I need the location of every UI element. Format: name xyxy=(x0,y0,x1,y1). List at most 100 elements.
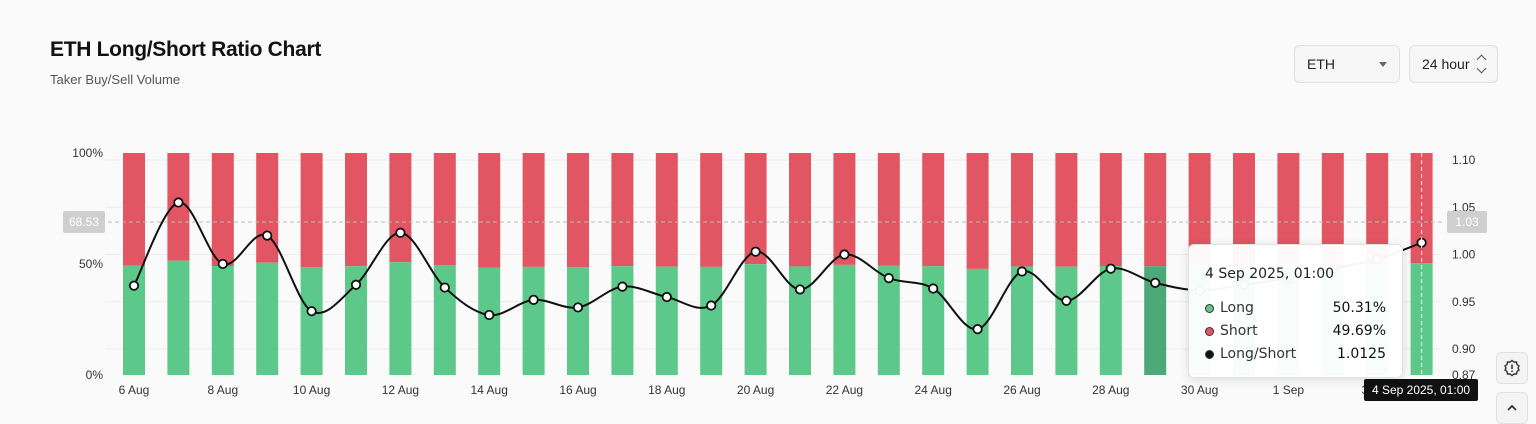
long-bar xyxy=(1011,266,1033,375)
short-bar xyxy=(1277,153,1300,265)
ratio-point xyxy=(439,282,450,293)
x-axis-tick-label: 1 Sep xyxy=(1273,383,1305,397)
chevron-up-icon xyxy=(1507,404,1517,411)
short-bar xyxy=(655,153,678,267)
ratio-point xyxy=(1016,266,1028,277)
tooltip-label: Long/Short xyxy=(1220,346,1297,362)
page-subtitle: Taker Buy/Sell Volume xyxy=(50,72,181,87)
short-bar xyxy=(1188,153,1211,266)
ratio-point xyxy=(484,309,495,321)
tooltip-value: 49.69% xyxy=(1332,323,1386,339)
x-axis-tick-label: 14 Aug xyxy=(471,383,508,397)
x-axis-tick-label: 26 Aug xyxy=(1003,383,1040,397)
ratio-point xyxy=(395,227,406,238)
short-bar xyxy=(922,153,945,267)
tooltip-row-long: Long 50.31% xyxy=(1205,298,1386,318)
long-bar xyxy=(478,267,501,375)
ratio-point xyxy=(972,324,983,335)
short-bar xyxy=(1055,153,1078,267)
crosshair-right-label-bg xyxy=(1447,211,1487,233)
tooltip-date: 4 Sep 2025, 01:00 xyxy=(1205,266,1335,282)
tooltip-label: Long xyxy=(1220,300,1254,316)
short-bar xyxy=(123,153,145,266)
asset-select[interactable]: ETH xyxy=(1294,45,1400,83)
ratio-point xyxy=(128,280,140,291)
x-axis-tick-label: 28 Aug xyxy=(1092,383,1129,397)
short-bar xyxy=(1144,153,1167,267)
long-bar xyxy=(123,265,145,375)
right-axis-tick-label: 0.95 xyxy=(1452,295,1476,309)
long-bar xyxy=(789,266,811,375)
x-axis-tick-label: 30 Aug xyxy=(1181,383,1218,397)
right-axis-tick-label: 1.05 xyxy=(1452,200,1476,214)
period-select[interactable]: 24 hour xyxy=(1409,45,1498,83)
x-axis-tick-label: 20 Aug xyxy=(737,383,774,397)
period-select-value: 24 hour xyxy=(1422,56,1470,72)
asset-select-value: ETH xyxy=(1307,56,1335,72)
long-bar xyxy=(256,262,279,375)
long-bar xyxy=(833,264,856,375)
page-title: ETH Long/Short Ratio Chart xyxy=(50,38,322,61)
long-bar xyxy=(167,260,190,375)
short-bar xyxy=(211,153,234,266)
left-axis-tick-label: 0% xyxy=(86,368,104,382)
ratio-point xyxy=(750,246,761,257)
long-bar xyxy=(433,265,456,375)
ratio-point xyxy=(350,279,362,290)
short-bar xyxy=(1321,153,1344,265)
short-bar xyxy=(389,153,412,263)
short-bar xyxy=(1011,153,1033,267)
x-axis-tick-label: 6 Aug xyxy=(119,383,150,397)
short-bar xyxy=(611,153,634,267)
short-bar xyxy=(478,153,501,268)
crosshair-right-label: 1.03 xyxy=(1455,215,1479,229)
left-axis-tick-label: 50% xyxy=(79,257,103,271)
long-bar xyxy=(1099,265,1122,375)
x-axis-tick-label: 22 Aug xyxy=(826,383,863,397)
tooltip-row-short: Short 49.69% xyxy=(1205,321,1386,341)
x-axis-tick-label: 10 Aug xyxy=(293,383,330,397)
long-bar xyxy=(300,267,323,375)
short-bar xyxy=(966,153,989,269)
long-bar xyxy=(966,268,989,375)
ratio-point xyxy=(706,300,717,311)
long-bar xyxy=(877,265,900,375)
tooltip-label: Short xyxy=(1220,323,1258,339)
chevron-down-icon xyxy=(1379,62,1387,67)
short-bar xyxy=(744,153,767,265)
short-bar xyxy=(1366,153,1389,265)
tooltip-value: 1.0125 xyxy=(1337,346,1386,362)
ratio-point xyxy=(839,249,850,260)
ratio-point xyxy=(928,283,939,294)
long-bar xyxy=(522,266,545,375)
ratio-point xyxy=(528,294,539,305)
short-dot-icon xyxy=(1205,326,1214,336)
scroll-top-button[interactable] xyxy=(1496,392,1528,424)
x-axis-tick-label: 24 Aug xyxy=(915,383,952,397)
alert-button[interactable] xyxy=(1496,352,1528,384)
short-bar xyxy=(1233,153,1255,266)
ratio-dot-icon xyxy=(1205,349,1214,359)
long-bar xyxy=(1410,263,1433,375)
long-bar xyxy=(1144,266,1167,375)
long-bar xyxy=(1055,266,1078,375)
long-bar xyxy=(611,266,634,375)
short-bar xyxy=(300,153,323,268)
long-bar xyxy=(744,264,767,375)
long-bar xyxy=(700,266,723,375)
right-axis-tick-label: 1.10 xyxy=(1452,153,1476,167)
short-bar xyxy=(345,153,367,267)
short-bar xyxy=(700,153,723,267)
ratio-point xyxy=(661,291,672,303)
ratio-point xyxy=(262,230,273,241)
x-axis-tick-label: 8 Aug xyxy=(207,383,238,397)
x-axis-tick-label: 18 Aug xyxy=(648,383,685,397)
short-bar xyxy=(522,153,545,267)
x-axis-tick-label: 16 Aug xyxy=(559,383,596,397)
long-bar xyxy=(345,266,367,375)
long-dot-icon xyxy=(1205,303,1214,313)
short-bar xyxy=(789,153,811,267)
ratio-point xyxy=(572,302,584,313)
tooltip-value: 50.31% xyxy=(1332,300,1386,316)
ratio-point xyxy=(306,306,317,317)
